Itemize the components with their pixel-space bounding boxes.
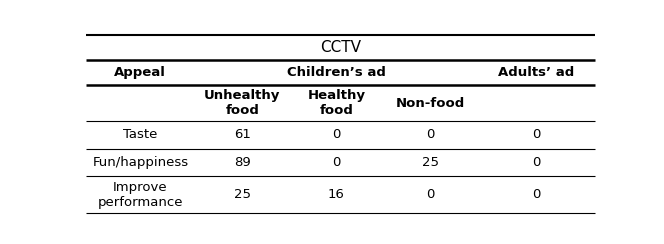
Text: 0: 0 [533, 188, 540, 201]
Text: Appeal: Appeal [114, 66, 166, 79]
Text: Taste: Taste [123, 128, 157, 142]
Text: 0: 0 [533, 128, 540, 142]
Text: Fun/happiness: Fun/happiness [92, 156, 189, 169]
Text: 0: 0 [426, 188, 435, 201]
Text: 25: 25 [234, 188, 251, 201]
Text: 0: 0 [332, 156, 341, 169]
Text: Children’s ad: Children’s ad [287, 66, 386, 79]
Text: 0: 0 [426, 128, 435, 142]
Text: 0: 0 [533, 156, 540, 169]
Text: Non-food: Non-food [396, 97, 465, 110]
Text: 25: 25 [422, 156, 439, 169]
Text: 89: 89 [234, 156, 250, 169]
Text: Healthy
food: Healthy food [307, 89, 365, 117]
Text: 16: 16 [328, 188, 345, 201]
Text: 0: 0 [332, 128, 341, 142]
Text: CCTV: CCTV [320, 40, 361, 55]
Text: 61: 61 [234, 128, 251, 142]
Text: Improve
performance: Improve performance [98, 181, 183, 209]
Text: Unhealthy
food: Unhealthy food [204, 89, 280, 117]
Text: Adults’ ad: Adults’ ad [498, 66, 574, 79]
